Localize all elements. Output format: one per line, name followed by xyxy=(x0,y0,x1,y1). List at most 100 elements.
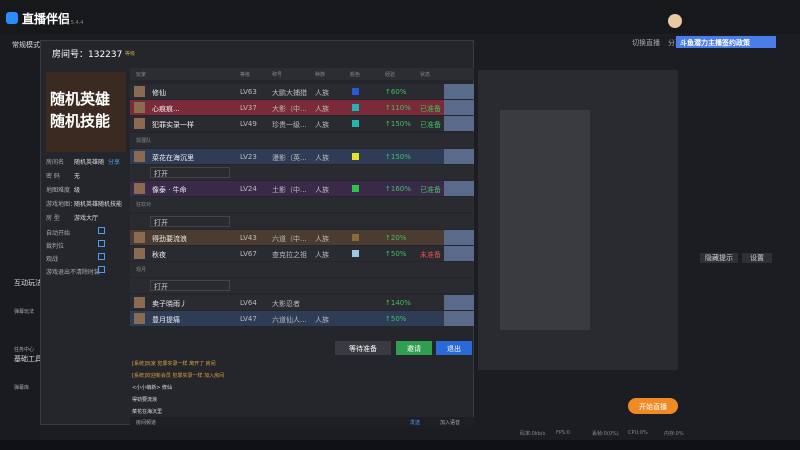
form-value: 游戏大厅 xyxy=(74,215,99,222)
cell-level: LV47 xyxy=(240,314,257,323)
player-avatar xyxy=(134,296,145,308)
color-swatch xyxy=(352,250,359,257)
slot-select[interactable]: 打开 xyxy=(150,215,230,227)
voice-button[interactable]: 加入语音 xyxy=(440,420,461,426)
hero-portrait xyxy=(444,116,474,132)
color-swatch xyxy=(352,104,359,112)
logo xyxy=(6,12,18,24)
cell-title: 六道（中... xyxy=(272,234,307,243)
cover-text: 随机英雄 xyxy=(50,90,111,108)
hero-portrait xyxy=(444,148,474,164)
cover xyxy=(46,72,126,152)
status-text: 码率:0kb/s xyxy=(520,431,546,437)
cell-exp: ↑150% xyxy=(385,152,411,161)
cell-exp: ↑110% xyxy=(385,104,411,113)
check-label: 自动开始 xyxy=(46,230,71,237)
form-value: 无 xyxy=(74,173,81,180)
checkbox[interactable] xyxy=(98,227,105,234)
group-label: 观月 xyxy=(136,267,147,274)
cell-exp: ↑160% xyxy=(385,185,411,194)
player-name: 像泰 · 牛命 xyxy=(152,186,187,195)
player-name: 犯罪实录一样 xyxy=(152,121,194,130)
share-button[interactable]: 分享 xyxy=(668,39,682,47)
top-bar xyxy=(0,0,800,34)
hero-portrait xyxy=(444,310,474,326)
table-row xyxy=(130,148,474,164)
form-label: 房 型 xyxy=(46,215,60,222)
settings[interactable]: 设置 xyxy=(742,253,772,263)
cell-title: 六道仙人... xyxy=(272,315,307,324)
avatar xyxy=(668,14,682,28)
status-text: CPU:0% xyxy=(628,430,648,436)
status-text: FPS:0 xyxy=(556,430,570,436)
player-name: 得劲要流浪 xyxy=(152,234,187,243)
color-swatch xyxy=(352,233,359,241)
channel-select[interactable]: 房间频道 xyxy=(136,420,157,426)
cell-exp: ↑60% xyxy=(385,88,407,96)
hero-portrait xyxy=(444,246,474,261)
cell-title: 大影忍者 xyxy=(272,299,300,308)
cell-title: 查克拉之祖 xyxy=(272,251,307,259)
column-header: 颜色 xyxy=(350,72,361,78)
sidebar-item[interactable]: 任务中心 xyxy=(14,347,35,353)
color-swatch xyxy=(352,88,359,95)
cover-text: 随机技能 xyxy=(50,112,111,130)
cell-title: 大影（中... xyxy=(272,105,307,114)
chat-line: 菜花在海沉里 xyxy=(132,409,163,415)
cell-level: LV64 xyxy=(240,298,257,307)
banner[interactable]: 斗鱼潜力主播签约政策 xyxy=(676,36,776,48)
dialog-button[interactable]: 等待准备 xyxy=(335,341,391,355)
column-header: 状态 xyxy=(420,72,431,78)
cell-exp: ↑140% xyxy=(385,298,411,307)
cell-level: LV23 xyxy=(240,152,257,161)
cell-title: 土影（中... xyxy=(272,186,307,195)
table-header xyxy=(130,68,474,80)
cell-level: LV63 xyxy=(240,88,257,96)
start-button[interactable]: 开始直播 xyxy=(628,398,678,414)
cell-race: 人族 xyxy=(315,234,329,243)
table-row xyxy=(130,132,474,148)
cell-exp: ↑20% xyxy=(385,233,407,242)
status-text: 丢帧:0(0%) xyxy=(592,431,619,437)
status-text: 内存:0% xyxy=(664,431,684,437)
cell-status: 未准备 xyxy=(420,251,441,259)
dialog-title: 房间号：132237 xyxy=(52,50,123,60)
share-link[interactable]: 分享 xyxy=(108,159,121,166)
dialog-button[interactable]: 退出 xyxy=(436,341,472,355)
cell-level: LV37 xyxy=(240,104,257,113)
chat-line: 得劲要流浪 xyxy=(132,397,158,403)
cell-race: 人族 xyxy=(315,105,329,114)
cell-level: LV24 xyxy=(240,185,257,194)
cell-title: 大鹏大捕猎 xyxy=(272,89,307,97)
table-row xyxy=(130,116,474,132)
slot-select[interactable]: 打开 xyxy=(150,167,230,178)
form-value: 随机英雄随 xyxy=(74,159,105,166)
table-row xyxy=(130,262,474,278)
sidebar-item[interactable]: 弹幕玩法 xyxy=(14,309,35,315)
column-header: 种族 xyxy=(315,72,326,78)
table-row xyxy=(130,100,474,116)
check-label: 游戏退出不清除时装 xyxy=(46,269,101,276)
checkbox[interactable] xyxy=(98,266,105,273)
hide-tip[interactable]: 隐藏提示 xyxy=(700,253,738,263)
player-avatar xyxy=(134,102,145,114)
dialog-button[interactable]: 邀请 xyxy=(396,341,432,355)
player-avatar xyxy=(134,183,145,195)
column-header: 等级 xyxy=(240,72,251,78)
checkbox[interactable] xyxy=(98,253,105,260)
player-avatar xyxy=(134,118,145,130)
send-button[interactable]: 发送 xyxy=(410,420,421,426)
column-header: 经验 xyxy=(385,72,396,78)
switch-button[interactable]: 切换直播 xyxy=(632,39,660,47)
chat-input xyxy=(130,417,474,427)
table-row xyxy=(130,229,474,245)
cell-race: 人族 xyxy=(315,251,329,259)
group-label: 狂欢对 xyxy=(136,202,152,209)
chat-line: [系统]玩家 犯罪实录一样 离开了 房间 xyxy=(132,361,216,367)
slot-select[interactable]: 打开 xyxy=(150,280,230,292)
taskbar xyxy=(0,440,800,450)
checkbox[interactable] xyxy=(98,240,105,247)
form-value: 随机英雄随机技能 xyxy=(74,201,123,208)
app-version: 5.5.4.4 xyxy=(66,20,84,26)
sidebar-item[interactable]: 弹幕库 xyxy=(14,385,30,391)
